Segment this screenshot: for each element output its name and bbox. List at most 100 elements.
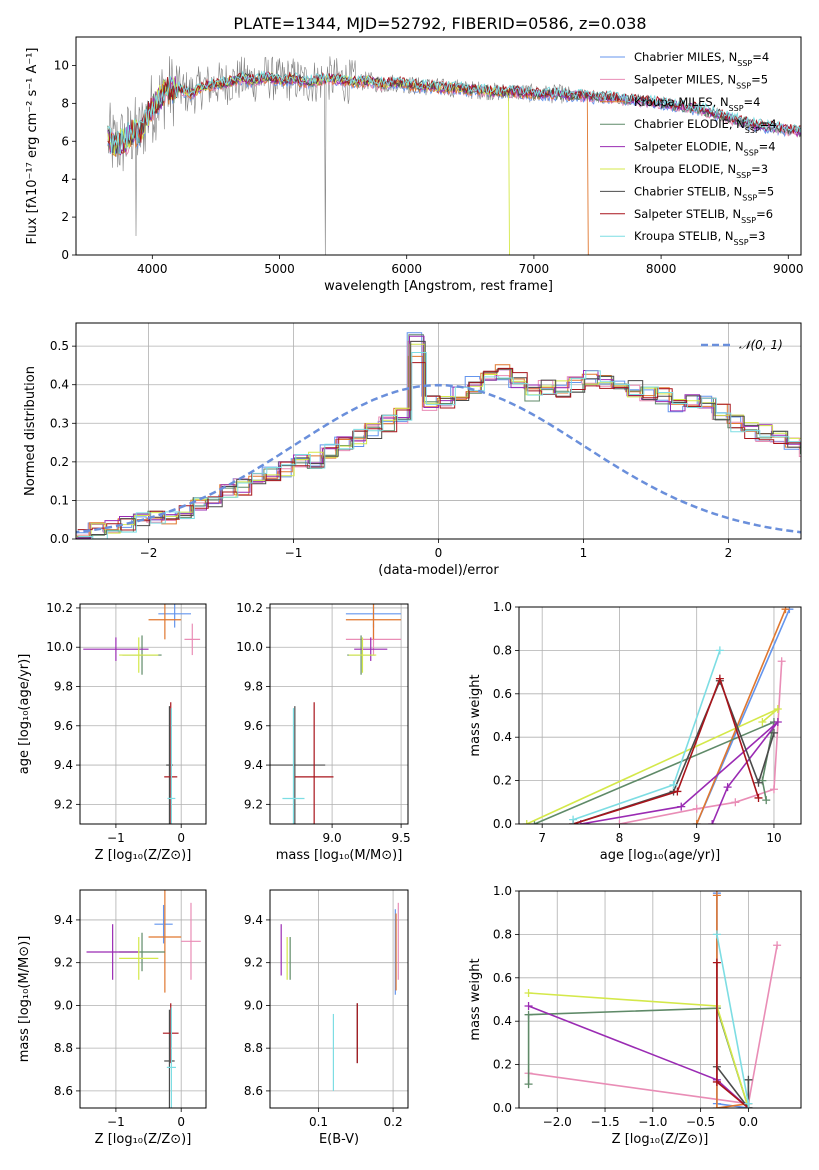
x-tick-label: 2	[725, 546, 733, 560]
legend-entry: Salpeter ELODIE, NSSP=4	[634, 140, 776, 158]
weight-marker	[715, 674, 724, 683]
weight-marker	[773, 718, 782, 727]
y-tick-label: 9.2	[244, 956, 263, 970]
x-tick-label: 8000	[646, 262, 677, 276]
weight-marker	[524, 1002, 533, 1011]
y-tick-label: 9.6	[54, 719, 73, 733]
weight-marker	[615, 820, 624, 824]
legend-subscript: SSP	[745, 126, 760, 135]
legend-subscript: SSP	[742, 193, 757, 202]
x-tick-label: 9.0	[323, 831, 342, 845]
y-tick-label: 0.6	[493, 687, 512, 701]
y-tick-label: 0.2	[50, 455, 69, 469]
legend-value: =5	[757, 184, 774, 198]
legend-subscript: SSP	[736, 171, 751, 180]
x-tick-label: −2.0	[543, 1115, 572, 1129]
x-tick-label: 7	[538, 831, 546, 845]
x-tick-label: 0	[177, 831, 185, 845]
weight-line	[695, 608, 787, 824]
legend-subscript: SSP	[736, 81, 751, 90]
y-tick-label: 8.8	[244, 1041, 263, 1055]
weight-marker	[773, 941, 782, 950]
weight-marker	[677, 802, 686, 811]
weight-line	[572, 676, 760, 824]
x-tick-label: 0	[435, 546, 443, 560]
weight-marker	[744, 1104, 753, 1108]
weight-line	[526, 708, 779, 824]
x-tick-label: 0.2	[384, 1115, 403, 1129]
legend-subscript: SSP	[744, 148, 759, 157]
weight-line	[716, 1066, 750, 1108]
x-tick-label: 4000	[137, 262, 168, 276]
y-tick-label: 1.0	[493, 600, 512, 614]
y-tick-label: 9.6	[244, 719, 263, 733]
y-tick-label: 8	[61, 96, 69, 110]
y-tick-label: 0	[61, 248, 69, 262]
x-axis-label: (data-model)/error	[378, 563, 499, 578]
axes-frame	[269, 603, 409, 825]
y-tick-label: 2	[61, 210, 69, 224]
axes-frame	[518, 890, 802, 1109]
axes-frame	[79, 889, 207, 1109]
weight-marker	[712, 1104, 721, 1108]
legend-value: =4	[760, 117, 777, 131]
weight-marker	[530, 820, 539, 824]
legend-entry: Salpeter STELIB, NSSP=6	[634, 207, 773, 225]
weight-marker	[754, 793, 763, 802]
weight-marker	[754, 778, 763, 787]
y-tick-label: 10	[54, 58, 69, 72]
weight-marker	[524, 988, 533, 997]
errorbar-plot-area	[270, 604, 402, 824]
weight-marker	[715, 646, 724, 655]
weight-plot-area	[524, 891, 782, 1108]
legend-subscript: SSP	[734, 238, 749, 247]
age-vs-mass-panel: 9.0 9.5 9.2 9.4 9.6 9.8 10.0 10.2 mass [log₁₀(M/…	[236, 601, 410, 863]
y-tick-label: 9.4	[244, 758, 263, 772]
y-tick-label: 0.4	[493, 730, 512, 744]
x-tick-label: 9000	[773, 262, 804, 276]
x-tick-label: −0.5	[686, 1115, 715, 1129]
y-tick-label: 0.2	[493, 774, 512, 788]
x-tick-label: 1	[580, 546, 588, 560]
weight-marker	[744, 1075, 753, 1084]
weight-marker	[723, 783, 732, 792]
weight-marker	[773, 704, 782, 713]
legend-subscript: SSP	[741, 215, 756, 224]
weight-marker	[762, 796, 771, 805]
weight-line	[619, 661, 783, 824]
legend-entry: Chabrier ELODIE, NSSP=4	[634, 117, 777, 135]
y-tick-label: 0.3	[50, 416, 69, 430]
y-axis-label: mass [log₁₀(M/M⊙)]	[17, 936, 32, 1063]
y-tick-label: 9.2	[54, 956, 73, 970]
axes-frame	[79, 603, 207, 825]
y-tick-label: 9.2	[54, 797, 73, 811]
spectrum-panel: 4000 5000 6000 7000 8000 9000 0 2 4 6 8 10 wavelengt…	[25, 36, 804, 294]
x-axis-label: Z [log₁₀(Z/Z⊙)]	[612, 1132, 709, 1147]
y-axis-label: mass weight	[468, 958, 483, 1040]
y-tick-label: 9.4	[244, 913, 263, 927]
weight-marker	[522, 820, 531, 824]
x-tick-label: 10	[766, 831, 781, 845]
y-tick-label: 8.6	[244, 1084, 263, 1098]
model-spectrum	[107, 70, 801, 154]
x-tick-label: 6000	[391, 262, 422, 276]
mass-vs-Z-panel: −1 0 8.6 8.8 9.0 9.2 9.4 Z [log₁₀(Z/Z⊙)] mass [l…	[17, 889, 207, 1147]
model-spectrum	[107, 70, 801, 154]
x-tick-label: 5000	[264, 262, 295, 276]
y-tick-label: 0.4	[493, 1014, 512, 1028]
x-tick-label: 7000	[519, 262, 550, 276]
weight-marker	[712, 958, 721, 967]
x-tick-label: −1.0	[638, 1115, 667, 1129]
y-tick-label: 1.0	[493, 884, 512, 898]
y-tick-label: 10.0	[46, 640, 73, 654]
axes-frame	[75, 36, 802, 256]
weight-vs-age-panel: 7 8 9 10 0.0 0.2 0.4 0.6 0.8 1.0 age [log₁₀(age/yr…	[468, 600, 802, 863]
y-tick-label: 0.4	[50, 378, 69, 392]
x-tick-label: −1	[107, 831, 125, 845]
x-axis-label: age [log₁₀(age/yr)]	[600, 848, 721, 863]
residual-histogram	[76, 334, 801, 539]
y-axis-label: mass weight	[468, 674, 483, 756]
residual-histogram	[76, 332, 801, 534]
legend-subscript: SSP	[729, 103, 744, 112]
weight-marker	[777, 657, 786, 666]
